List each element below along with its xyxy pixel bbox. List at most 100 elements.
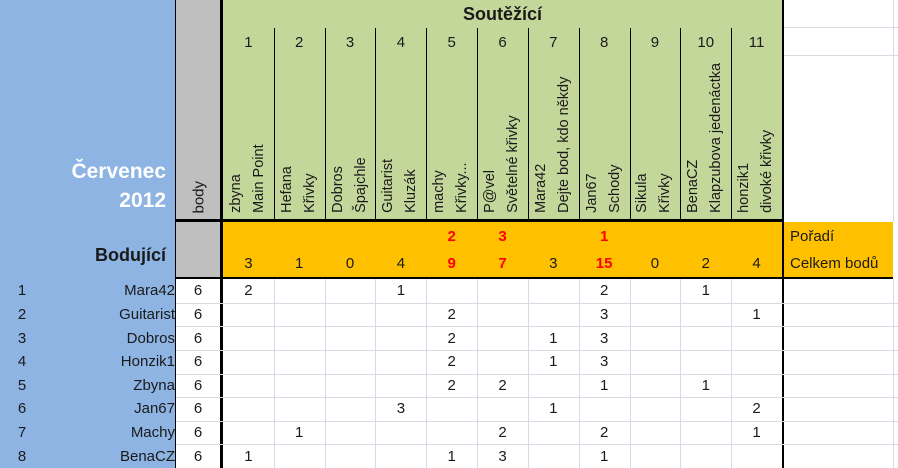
vote-cell[interactable]: 3 <box>396 400 406 418</box>
scorer-row-number[interactable]: 2 <box>17 305 27 323</box>
vote-cell[interactable]: 2 <box>447 376 456 394</box>
total-value[interactable]: 1 <box>295 255 304 272</box>
competitor-number[interactable]: 9 <box>650 33 660 51</box>
competitor-label[interactable]: Sikula Křivky <box>630 56 681 219</box>
vote-cell[interactable]: 2 <box>599 424 609 442</box>
rank-value[interactable]: 3 <box>498 227 507 245</box>
competitor-number[interactable]: 3 <box>345 33 355 51</box>
vote-cell[interactable]: 1 <box>396 282 406 300</box>
vote-cell[interactable]: 2 <box>447 353 456 371</box>
vote-cell[interactable] <box>325 397 376 421</box>
vote-cell[interactable] <box>630 421 681 445</box>
vote-cell[interactable] <box>375 374 426 398</box>
vote-cell[interactable] <box>426 397 477 421</box>
vote-cell[interactable]: 2 <box>447 305 456 323</box>
total-value[interactable]: 4 <box>396 255 406 272</box>
vote-cell[interactable] <box>375 444 426 468</box>
scorer-points[interactable]: 6 <box>193 353 203 371</box>
total-value[interactable]: 7 <box>498 255 507 272</box>
vote-cell[interactable]: 2 <box>244 282 253 300</box>
vote-cell[interactable] <box>528 421 579 445</box>
competitor-label[interactable]: Hefana Křivky <box>274 56 325 219</box>
vote-cell[interactable] <box>375 326 426 350</box>
vote-cell[interactable] <box>477 326 528 350</box>
vote-cell[interactable]: 2 <box>447 329 456 347</box>
vote-cell[interactable]: 2 <box>498 376 507 394</box>
vote-cell[interactable] <box>528 303 579 327</box>
vote-cell[interactable] <box>274 374 325 398</box>
vote-cell[interactable] <box>630 303 681 327</box>
vote-cell[interactable] <box>274 279 325 303</box>
vote-cell[interactable] <box>680 444 731 468</box>
scorer-name[interactable]: Machy <box>130 424 175 442</box>
competitor-label[interactable]: zbyna Main Point <box>223 56 274 219</box>
vote-cell[interactable]: 2 <box>599 282 609 300</box>
vote-cell[interactable] <box>426 279 477 303</box>
vote-cell[interactable]: 1 <box>599 376 609 394</box>
scorer-points[interactable]: 6 <box>193 447 203 465</box>
competitor-label[interactable]: Mara42 Dejte bod, kdo někdy <box>528 56 579 219</box>
vote-cell[interactable] <box>274 397 325 421</box>
vote-cell[interactable] <box>223 350 274 374</box>
vote-cell[interactable] <box>274 326 325 350</box>
vote-cell[interactable] <box>223 326 274 350</box>
scorer-points[interactable]: 6 <box>193 305 203 323</box>
rank-value[interactable]: 1 <box>599 227 609 245</box>
competitor-number[interactable]: 2 <box>295 33 304 51</box>
vote-cell[interactable] <box>680 303 731 327</box>
vote-cell[interactable] <box>477 279 528 303</box>
vote-cell[interactable]: 2 <box>498 424 507 442</box>
scorer-row-number[interactable]: 4 <box>17 353 27 371</box>
scorer-row-number[interactable]: 5 <box>17 376 27 394</box>
scorer-name[interactable]: Guitarist <box>119 305 175 323</box>
vote-cell[interactable] <box>223 303 274 327</box>
scorer-name[interactable]: Dobros <box>126 329 175 347</box>
vote-cell[interactable]: 3 <box>599 329 609 347</box>
vote-cell[interactable] <box>274 303 325 327</box>
vote-cell[interactable] <box>223 374 274 398</box>
vote-cell[interactable] <box>680 350 731 374</box>
scorer-row-number[interactable]: 3 <box>17 329 27 347</box>
competitor-number[interactable]: 7 <box>549 33 558 51</box>
vote-cell[interactable] <box>731 279 782 303</box>
scorer-points[interactable]: 6 <box>193 329 203 347</box>
vote-cell[interactable] <box>325 279 376 303</box>
scorer-points[interactable]: 6 <box>193 400 203 418</box>
vote-cell[interactable] <box>630 444 681 468</box>
scorer-points[interactable]: 6 <box>193 424 203 442</box>
vote-cell[interactable] <box>325 326 376 350</box>
competitor-label[interactable]: P@vel Světelné křivky <box>477 56 528 219</box>
vote-cell[interactable]: 1 <box>599 447 609 465</box>
vote-cell[interactable] <box>274 350 325 374</box>
vote-cell[interactable] <box>630 326 681 350</box>
competitor-label[interactable]: honzik1 divoké křivky <box>731 56 782 219</box>
scorer-points[interactable]: 6 <box>193 376 203 394</box>
vote-cell[interactable]: 1 <box>752 424 761 442</box>
total-value[interactable]: 4 <box>752 255 761 272</box>
vote-cell[interactable] <box>731 374 782 398</box>
vote-cell[interactable] <box>680 421 731 445</box>
vote-cell[interactable] <box>325 374 376 398</box>
vote-cell[interactable] <box>528 279 579 303</box>
competitor-number[interactable]: 10 <box>697 33 715 51</box>
total-value[interactable]: 15 <box>595 255 613 272</box>
competitor-number[interactable]: 8 <box>599 33 609 51</box>
vote-cell[interactable] <box>477 303 528 327</box>
scorer-name[interactable]: Mara42 <box>124 282 175 300</box>
vote-cell[interactable]: 1 <box>549 329 558 347</box>
vote-cell[interactable] <box>579 397 630 421</box>
vote-cell[interactable]: 3 <box>599 353 609 371</box>
total-value[interactable]: 9 <box>447 255 456 272</box>
vote-cell[interactable] <box>630 397 681 421</box>
vote-cell[interactable] <box>477 350 528 374</box>
vote-cell[interactable] <box>375 421 426 445</box>
vote-cell[interactable] <box>426 421 477 445</box>
total-value[interactable]: 0 <box>345 255 355 272</box>
vote-cell[interactable] <box>731 350 782 374</box>
vote-cell[interactable]: 3 <box>498 447 507 465</box>
competitor-label[interactable]: machy Křivky... <box>426 56 477 219</box>
vote-cell[interactable] <box>731 326 782 350</box>
vote-cell[interactable] <box>630 279 681 303</box>
vote-cell[interactable] <box>630 374 681 398</box>
scorer-row-number[interactable]: 1 <box>17 282 27 300</box>
